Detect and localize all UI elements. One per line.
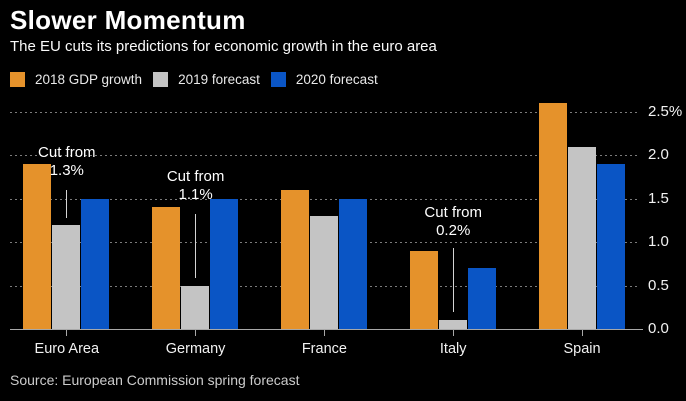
annotation-line-euro-area: [66, 190, 68, 218]
legend-item-2020: 2020 forecast: [270, 72, 378, 87]
bar-euro-area-2020-forecast: [81, 198, 110, 329]
bar-germany-2019-forecast: [181, 285, 210, 329]
x-tick-italy: [452, 330, 454, 336]
legend-item-2019: 2019 forecast: [153, 72, 260, 87]
bar-france-2018-gdp-growth: [280, 190, 309, 329]
x-tick-germany: [195, 330, 197, 336]
plot-area: Cut from 1.3% Cut from 1.1% Cut from 0.2%: [10, 98, 643, 336]
chart-title: Slower Momentum: [10, 5, 246, 35]
bar-euro-area-2019-forecast: [52, 224, 81, 329]
x-label-france: France: [301, 341, 347, 357]
bar-spain-2018-gdp-growth: [538, 103, 567, 329]
x-tick-spain: [581, 330, 583, 336]
annotation-line-italy: [452, 248, 454, 312]
y-label-2.0: 2.0: [648, 146, 669, 164]
x-label-spain: Spain: [563, 341, 601, 357]
annotation-text-italy: Cut from 0.2%: [424, 204, 482, 239]
legend-label-2019: 2019 forecast: [178, 72, 260, 87]
gridline-1.5: [10, 198, 640, 200]
bar-spain-2020-forecast: [596, 164, 625, 329]
source-line: Source: European Commission spring forec…: [10, 372, 300, 388]
x-label-euro-area: Euro Area: [34, 341, 100, 357]
bar-euro-area-2018-gdp-growth: [23, 164, 52, 329]
y-label-0.5: 0.5: [648, 276, 669, 294]
legend-label-2018: 2018 GDP growth: [35, 72, 143, 87]
legend-swatch-2020-icon: [270, 72, 286, 87]
x-axis-line: [10, 329, 643, 330]
chart-subtitle: The EU cuts its predictions for economic…: [10, 38, 437, 55]
annotation-text-euro-area: Cut from 1.3%: [38, 144, 96, 179]
bar-germany-2020-forecast: [210, 198, 239, 329]
bar-italy-2020-forecast: [467, 268, 496, 329]
legend: 2018 GDP growth 2019 forecast 2020 forec…: [10, 72, 389, 87]
annotation-line-germany: [195, 214, 197, 278]
legend-item-2018: 2018 GDP growth: [10, 72, 142, 87]
gridline-2: [10, 155, 640, 157]
bar-germany-2018-gdp-growth: [152, 207, 181, 329]
legend-swatch-2018-icon: [10, 72, 25, 87]
x-tick-france: [323, 330, 325, 336]
y-label-1.0: 1.0: [648, 233, 669, 251]
legend-label-2020: 2020 forecast: [295, 72, 378, 87]
x-label-italy: Italy: [439, 341, 467, 357]
annotation-text-germany: Cut from 1.1%: [166, 168, 225, 203]
legend-swatch-2019-icon: [153, 72, 169, 87]
y-label-0.0: 0.0: [648, 320, 669, 337]
bar-france-2020-forecast: [338, 198, 367, 329]
bar-france-2019-forecast: [309, 216, 338, 329]
bar-italy-2018-gdp-growth: [409, 250, 438, 329]
bar-italy-2019-forecast: [438, 320, 467, 329]
x-axis-labels: Euro Area Germany France Italy Spain: [10, 341, 630, 359]
x-tick-euro-area: [66, 330, 68, 336]
x-label-germany: Germany: [165, 341, 226, 357]
bar-spain-2019-forecast: [567, 146, 596, 329]
y-label-1.5: 1.5: [648, 189, 669, 207]
gridline-2.5: [10, 112, 640, 113]
y-label-2.5: 2.5%: [648, 103, 683, 120]
